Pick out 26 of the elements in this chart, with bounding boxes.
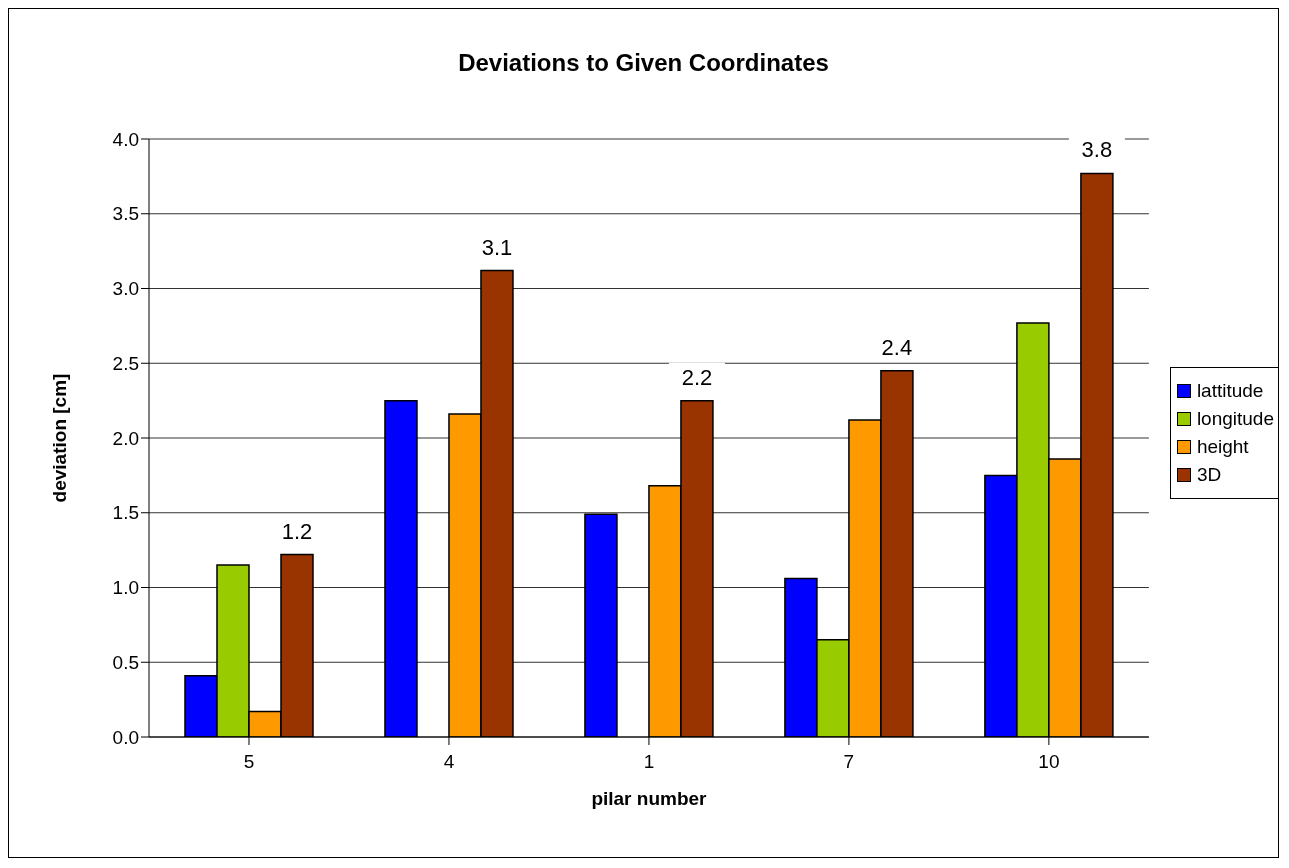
y-tick-label: 3.5 [112, 203, 139, 225]
data-label: 2.2 [681, 364, 713, 390]
chart-title: Deviations to Given Coordinates [457, 49, 830, 77]
legend-label: 3D [1196, 464, 1222, 486]
y-tick-label: 0.0 [112, 726, 139, 748]
x-tick-label: 7 [843, 751, 855, 773]
y-tick-label: 4.0 [112, 128, 139, 150]
y-tick-label: 2.0 [112, 427, 139, 449]
legend-label: height [1196, 436, 1249, 458]
y-tick-label: 0.5 [112, 651, 139, 673]
data-label: 3.8 [1081, 137, 1113, 163]
y-tick-label: 1.0 [112, 577, 139, 599]
x-tick-label: 4 [443, 751, 455, 773]
data-label: 2.4 [881, 334, 913, 360]
x-axis-title: pilar number [591, 788, 708, 809]
y-tick-label: 3.0 [112, 278, 139, 300]
data-label: 1.2 [281, 518, 313, 544]
y-tick-label: 2.5 [112, 352, 139, 374]
legend-label: lattitude [1196, 380, 1264, 402]
x-tick-label: 10 [1038, 751, 1060, 773]
y-tick-label: 1.5 [112, 502, 139, 524]
x-tick-label: 1 [643, 751, 655, 773]
legend-label: longitude [1196, 408, 1274, 430]
y-axis-title: deviation [cm] [48, 373, 70, 503]
x-tick-label: 5 [243, 751, 255, 773]
data-label: 3.1 [481, 234, 513, 260]
